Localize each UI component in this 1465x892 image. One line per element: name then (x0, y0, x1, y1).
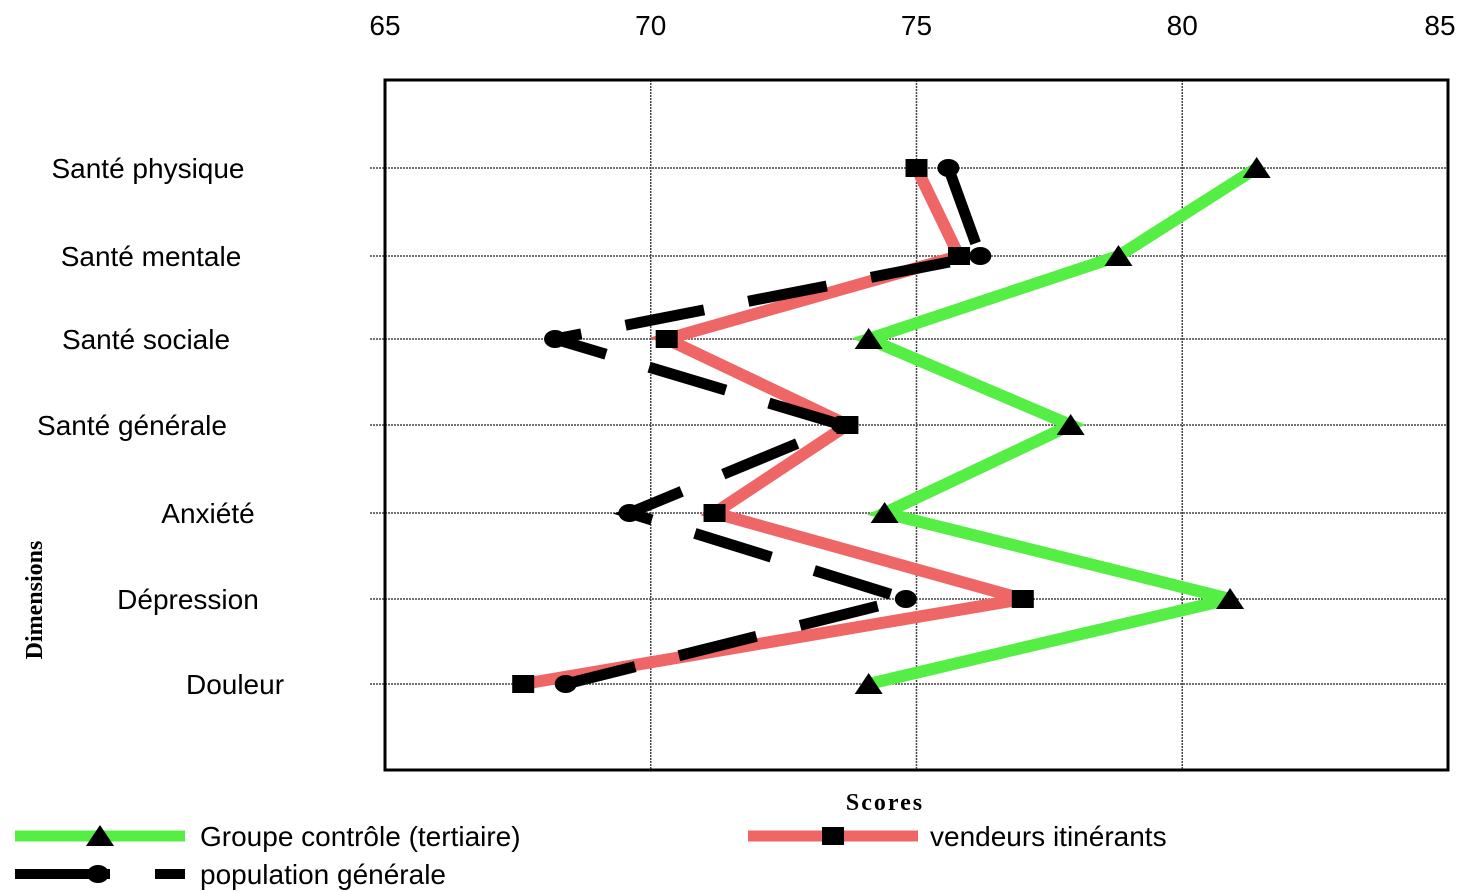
data-point (894, 590, 917, 608)
data-point (618, 504, 641, 522)
legend-marker (822, 827, 844, 845)
category-label: Santé mentale (61, 241, 242, 272)
legend-item: vendeurs itinérants (748, 821, 1167, 852)
category-label: Santé physique (51, 153, 244, 184)
data-point (948, 247, 971, 265)
plot-frame (383, 78, 1450, 772)
series-1 (851, 157, 1271, 694)
legend-label: Groupe contrôle (tertiaire) (200, 821, 521, 852)
data-point (831, 416, 854, 434)
series-2 (512, 159, 1034, 693)
data-point (854, 328, 883, 349)
x-tick-label: 80 (1167, 10, 1198, 41)
category-label: Santé sociale (62, 324, 230, 355)
category-label: Douleur (186, 669, 284, 700)
legend-label: vendeurs itinérants (930, 821, 1167, 852)
legend: Groupe contrôle (tertiaire) vendeurs itin… (15, 821, 1167, 890)
data-point (1104, 245, 1133, 266)
data-point (512, 675, 535, 693)
series-3 (544, 159, 992, 693)
legend-marker (87, 865, 109, 883)
data-point (854, 673, 883, 694)
y-axis-label: Dimensions (22, 541, 48, 660)
data-point (1011, 590, 1034, 608)
x-tick-label: 85 (1424, 10, 1455, 41)
data-point (655, 330, 678, 348)
x-tick-label: 70 (635, 10, 666, 41)
legend-label: population générale (200, 859, 446, 890)
data-point (969, 247, 992, 265)
data-point (937, 159, 960, 177)
data-point (544, 330, 567, 348)
data-point (1216, 588, 1245, 609)
x-tick-labels: 65 70 75 80 85 (369, 10, 1455, 41)
data-point (870, 502, 899, 523)
x-tick-label: 65 (369, 10, 400, 41)
category-label: Anxiété (161, 498, 254, 529)
series-line (522, 165, 1025, 690)
data-point (905, 159, 928, 177)
data-point (554, 675, 577, 693)
y-category-labels: Santé physique Santé mentale Santé sociale… (37, 153, 284, 700)
data-point (1056, 414, 1085, 435)
grid-lines (370, 80, 1448, 770)
legend-item: population générale (15, 859, 446, 890)
legend-marker (86, 825, 114, 846)
data-point (703, 504, 726, 522)
x-axis-label: Scores (846, 790, 924, 816)
category-label: Santé générale (37, 410, 227, 441)
legend-item: Groupe contrôle (tertiaire) (15, 821, 521, 852)
series-group (512, 157, 1271, 694)
data-point (1242, 157, 1271, 178)
category-label: Dépression (117, 584, 259, 615)
x-tick-label: 75 (901, 10, 932, 41)
